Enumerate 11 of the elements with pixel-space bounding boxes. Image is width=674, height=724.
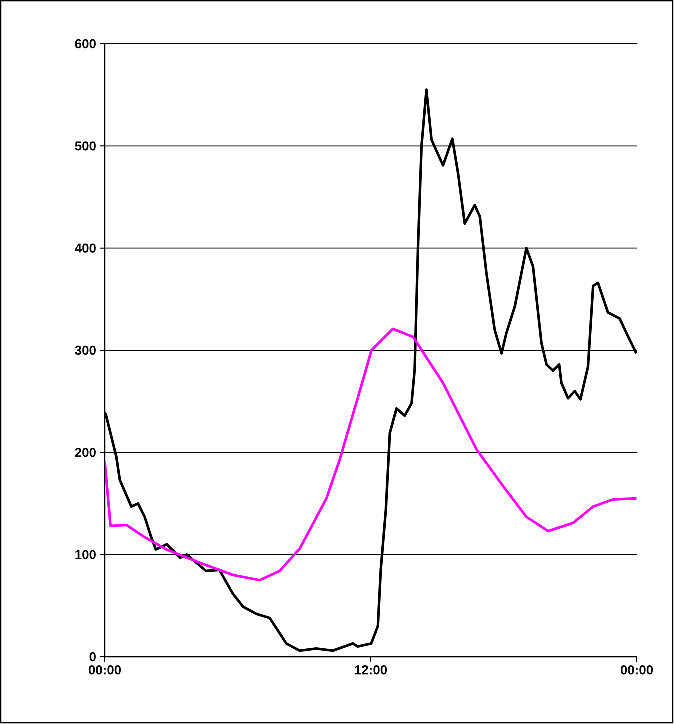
x-tick-label: 00:00 — [620, 666, 654, 675]
y-tick-label: 600 — [75, 39, 96, 49]
y-tick-label: 200 — [75, 448, 96, 458]
line-series — [105, 328, 638, 582]
y-tick-label: 400 — [75, 244, 96, 253]
x-tick-label: 12:00 — [355, 666, 388, 675]
x-tick-label: 00:00 — [88, 666, 122, 675]
y-tick-label: 100 — [76, 550, 96, 560]
y-tick-label: 0 — [90, 652, 96, 662]
y-tick-label: 500 — [75, 142, 96, 151]
y-tick-label: 300 — [75, 346, 96, 356]
